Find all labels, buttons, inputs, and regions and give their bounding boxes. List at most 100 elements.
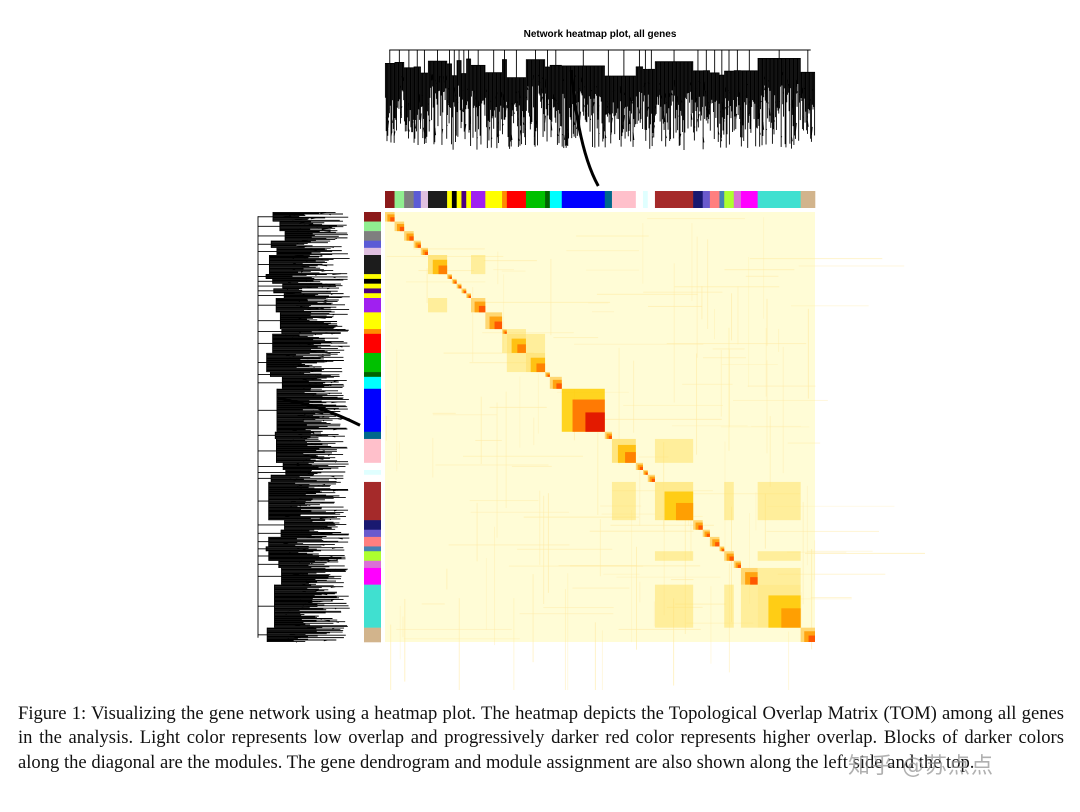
module-block-peak-25 [698, 525, 703, 530]
top-module-color-16 [545, 191, 551, 208]
module-block-peak-28 [722, 549, 725, 552]
top-module-color-23 [647, 191, 656, 208]
top-module-colorbar [385, 191, 816, 208]
heatmap-texture-line [426, 268, 428, 304]
heatmap-texture-line [766, 530, 879, 532]
heatmap-texture-line [385, 415, 387, 441]
module-block-peak-14 [517, 344, 526, 353]
heatmap-texture-line [636, 546, 638, 650]
dendro-leaf-merge [320, 544, 325, 546]
heatmap-texture-line [686, 622, 754, 624]
dendro-leaf-merge [558, 128, 561, 134]
module-block-peak-15 [536, 363, 546, 373]
heatmap-texture-line [747, 385, 816, 387]
heatmap-texture-line [594, 622, 596, 705]
heatmap-texture-line [458, 598, 460, 733]
left-module-color-10 [364, 293, 381, 299]
heatmap-texture-line [496, 402, 498, 538]
dendro-leaf-merge [336, 621, 339, 623]
heatmap-texture-line [782, 346, 784, 474]
left-module-color-5 [364, 255, 381, 275]
heatmap-texture-line [800, 592, 802, 641]
dendro-leaf-merge [334, 607, 337, 610]
heatmap-texture-line [806, 485, 808, 566]
dendro-leaf-merge [461, 107, 464, 112]
dendro-leaf-merge [765, 128, 768, 131]
dendro-leaf-merge [300, 270, 303, 273]
dendro-leaf-merge [328, 383, 332, 386]
heatmap-texture-line [767, 505, 895, 507]
dendro-leaf-merge [573, 121, 576, 125]
left-module-color-22 [364, 470, 381, 476]
heatmap-texture-line [642, 223, 644, 284]
module-block-peak-22 [645, 472, 648, 475]
heatmap-texture-line [469, 500, 539, 502]
left-module-color-21 [364, 462, 381, 471]
heatmap-texture-line [639, 467, 641, 526]
heatmap-texture-line [570, 565, 701, 567]
heatmap-texture-line [446, 568, 448, 590]
figure: Network heatmap plot, all genes [257, 29, 925, 741]
left-module-color-30 [364, 560, 381, 569]
heatmap-texture-line [406, 281, 486, 283]
heatmap-texture-line [402, 616, 404, 638]
heatmap-texture-line [448, 544, 570, 546]
module-block-peak-10 [468, 295, 471, 298]
dendro-leaf-merge [604, 134, 607, 139]
dendro-leaf-merge [324, 352, 331, 354]
dendro-leaf-merge [320, 618, 323, 620]
dendro-leaf-merge [327, 287, 331, 290]
dendro-leaf-merge [327, 559, 331, 562]
dendro-leaf-merge [329, 555, 333, 557]
heatmap-texture-line [519, 376, 521, 448]
dendro-leaf-merge [631, 100, 633, 104]
module-overlap-4 [757, 551, 801, 561]
heatmap-texture-line [733, 399, 828, 401]
heatmap-texture-line [653, 601, 655, 627]
dendro-leaf-merge [330, 246, 334, 248]
left-module-color-18 [364, 388, 381, 433]
dendro-deep-branch [277, 396, 361, 427]
dendro-leaf-merge [325, 360, 328, 363]
top-module-color-6 [447, 191, 453, 208]
top-module-color-3 [413, 191, 422, 208]
dendro-leaf-merge [322, 483, 326, 486]
heatmap-texture-line [690, 514, 692, 561]
dendro-leaf-merge [806, 121, 809, 127]
dendro-leaf-merge [556, 133, 559, 137]
dendro-leaf-merge [780, 136, 783, 138]
dendro-leaf-merge [727, 106, 729, 108]
heatmap-texture-line [616, 576, 721, 578]
heatmap-texture-line [432, 437, 434, 478]
heatmap-texture-line [691, 223, 693, 302]
heatmap-texture-line [729, 349, 731, 427]
heatmap-texture-line [696, 236, 698, 358]
left-module-color-6 [364, 274, 381, 280]
heatmap-texture-line [749, 513, 751, 604]
heatmap-texture-line [576, 235, 649, 237]
module-block-peak-19 [608, 435, 612, 439]
heatmap-texture-line [592, 311, 615, 313]
dendro-leaf-merge [320, 211, 327, 214]
top-module-color-4 [420, 191, 429, 208]
top-module-color-26 [702, 191, 711, 208]
left-module-colorbar [364, 212, 381, 643]
heatmap-texture-line [623, 404, 723, 406]
module-block-peak-17 [556, 383, 562, 389]
left-dendrogram [257, 211, 361, 643]
dendro-leaf-merge [488, 126, 491, 131]
left-module-color-4 [364, 247, 381, 256]
left-module-color-29 [364, 551, 381, 562]
heatmap-texture-line [543, 495, 545, 605]
top-module-color-27 [709, 191, 720, 208]
left-module-color-32 [364, 584, 381, 628]
dendro-leaf-merge [328, 392, 331, 395]
heatmap-texture-line [748, 257, 750, 387]
heatmap-texture-line [643, 291, 723, 293]
module-block-peak-29 [729, 556, 734, 561]
module-overlap-3 [757, 481, 801, 521]
heatmap-texture-line [791, 305, 869, 307]
dendro-leaf-merge [400, 106, 403, 108]
module-overlap-2 [654, 551, 694, 561]
module-overlap-1 [506, 352, 526, 373]
